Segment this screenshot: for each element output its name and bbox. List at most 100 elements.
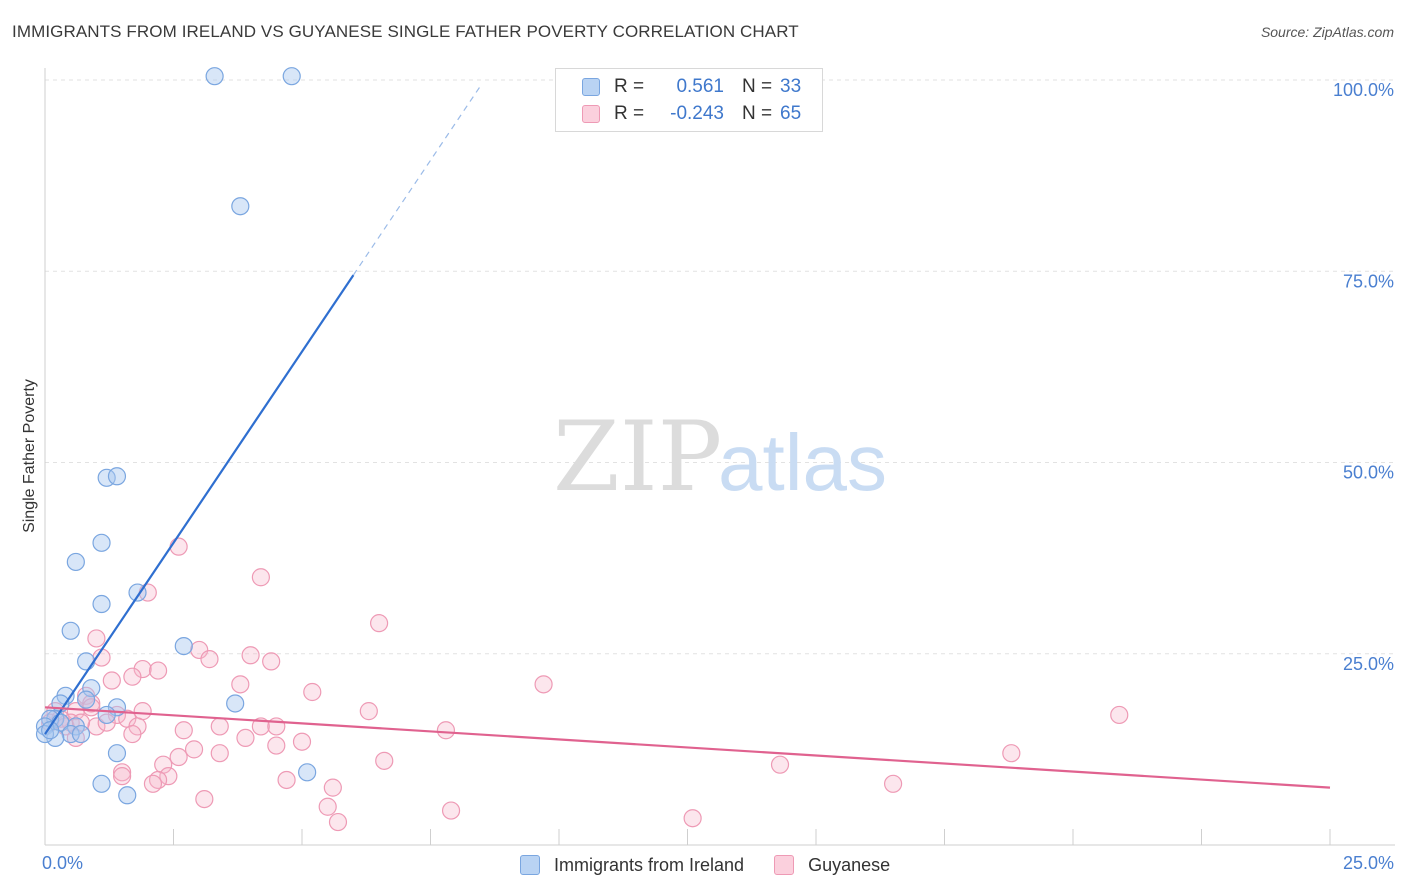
y-tick-label: 50.0% [1343,463,1394,483]
legend-row-guyanese: R = -0.243 N = 65 [582,101,801,127]
ireland-point [82,679,101,698]
guyanese-point [441,801,461,820]
guyanese-point [262,652,281,671]
series-legend: Immigrants from Ireland Guyanese [520,852,920,878]
ireland-point [205,67,224,86]
guyanese-point [87,629,106,648]
guyanese-point [87,717,106,736]
guyanese-point [200,650,219,669]
guyanese-point [375,751,394,770]
guyanese-point [174,721,193,740]
ireland-point [77,690,96,709]
guyanese-points [41,537,1129,832]
x-tick-label: 25.0% [1343,853,1394,873]
guyanese-point [683,809,702,828]
guyanese-point [328,812,348,832]
ireland-point [92,774,111,793]
guyanese-point [1002,744,1021,763]
guyanese-point [133,702,152,721]
guyanese-point [210,744,229,763]
guyanese-point [236,728,255,748]
ireland-point [97,705,116,725]
legend-r-value: 0.561 [676,76,724,97]
tick-labels: 25.0% 50.0% 75.0% 100.0% 0.0% 25.0% [42,80,1394,873]
y-axis-label: Single Father Poverty [21,379,38,533]
ireland-point [298,763,317,782]
legend-swatch-pink [582,105,600,123]
y-tick-label: 100.0% [1333,80,1394,100]
guyanese-point [277,770,296,790]
guyanese-point [318,797,337,816]
guyanese-point [770,755,790,774]
y-tick-label: 25.0% [1343,654,1394,674]
guyanese-point [267,736,286,755]
guyanese-point [436,721,456,740]
series-legend-guyanese[interactable]: Guyanese [774,855,890,876]
ireland-point [71,724,91,744]
legend-r-label: R = [614,76,645,97]
x-tick-label: 0.0% [42,853,83,873]
guyanese-point [169,537,188,556]
ireland-point [107,467,127,486]
guyanese-trend-line [44,706,1331,789]
ireland-points [35,67,317,805]
guyanese-point [251,717,270,736]
ireland-point [61,724,80,744]
series-label: Guyanese [808,854,891,875]
guyanese-point [534,675,553,694]
guyanese-point [1110,705,1129,725]
y-tick-label: 75.0% [1343,271,1394,291]
ireland-point [282,67,301,86]
guyanese-point [303,682,322,702]
legend-n-value: 65 [780,103,802,124]
trend-lines [44,83,1331,789]
watermark: ZIP atlas [553,401,887,513]
grid [45,79,1395,655]
correlation-legend: R = 0.561 N = 33 R = -0.243 N = 65 [555,68,823,132]
ireland-point [118,786,137,805]
guyanese-point [112,763,132,782]
chart-title: IMMIGRANTS FROM IRELAND VS GUYANESE SING… [12,22,799,41]
ireland-point [226,694,245,713]
guyanese-point [184,740,204,759]
ireland-point [231,197,250,216]
guyanese-point [210,717,229,736]
source-credit: Source: ZipAtlas.com [1260,24,1394,40]
ireland-point [61,621,80,640]
guyanese-point [190,640,209,660]
legend-n-value: 33 [780,76,802,97]
guyanese-point [359,702,378,721]
guyanese-point [370,614,389,633]
guyanese-point [123,667,142,686]
guyanese-point [159,767,178,786]
guyanese-point [251,568,270,587]
ireland-trend-line [44,274,355,735]
guyanese-point [241,646,260,665]
guyanese-point [231,675,250,694]
series-swatch-pink [774,855,795,875]
guyanese-point [323,778,342,797]
ireland-point [92,594,111,614]
guyanese-point [169,747,188,767]
guyanese-point [143,774,163,793]
series-label: Immigrants from Ireland [554,854,745,875]
guyanese-point [97,713,116,732]
guyanese-point [883,774,903,793]
guyanese-point [123,724,142,744]
series-swatch-blue [520,855,540,875]
legend-row-ireland: R = 0.561 N = 33 [582,74,801,100]
guyanese-point [102,671,121,690]
guyanese-point [66,702,85,721]
ireland-point [41,721,60,740]
ireland-point [174,636,193,656]
watermark-atlas: atlas [718,418,887,507]
legend-n-label: N = [742,103,773,124]
ireland-point [107,744,127,763]
guyanese-point [133,659,152,679]
ireland-point [92,533,111,552]
guyanese-point [112,767,132,786]
guyanese-point [292,732,312,751]
guyanese-point [195,789,214,809]
series-legend-ireland[interactable]: Immigrants from Ireland [520,855,744,876]
